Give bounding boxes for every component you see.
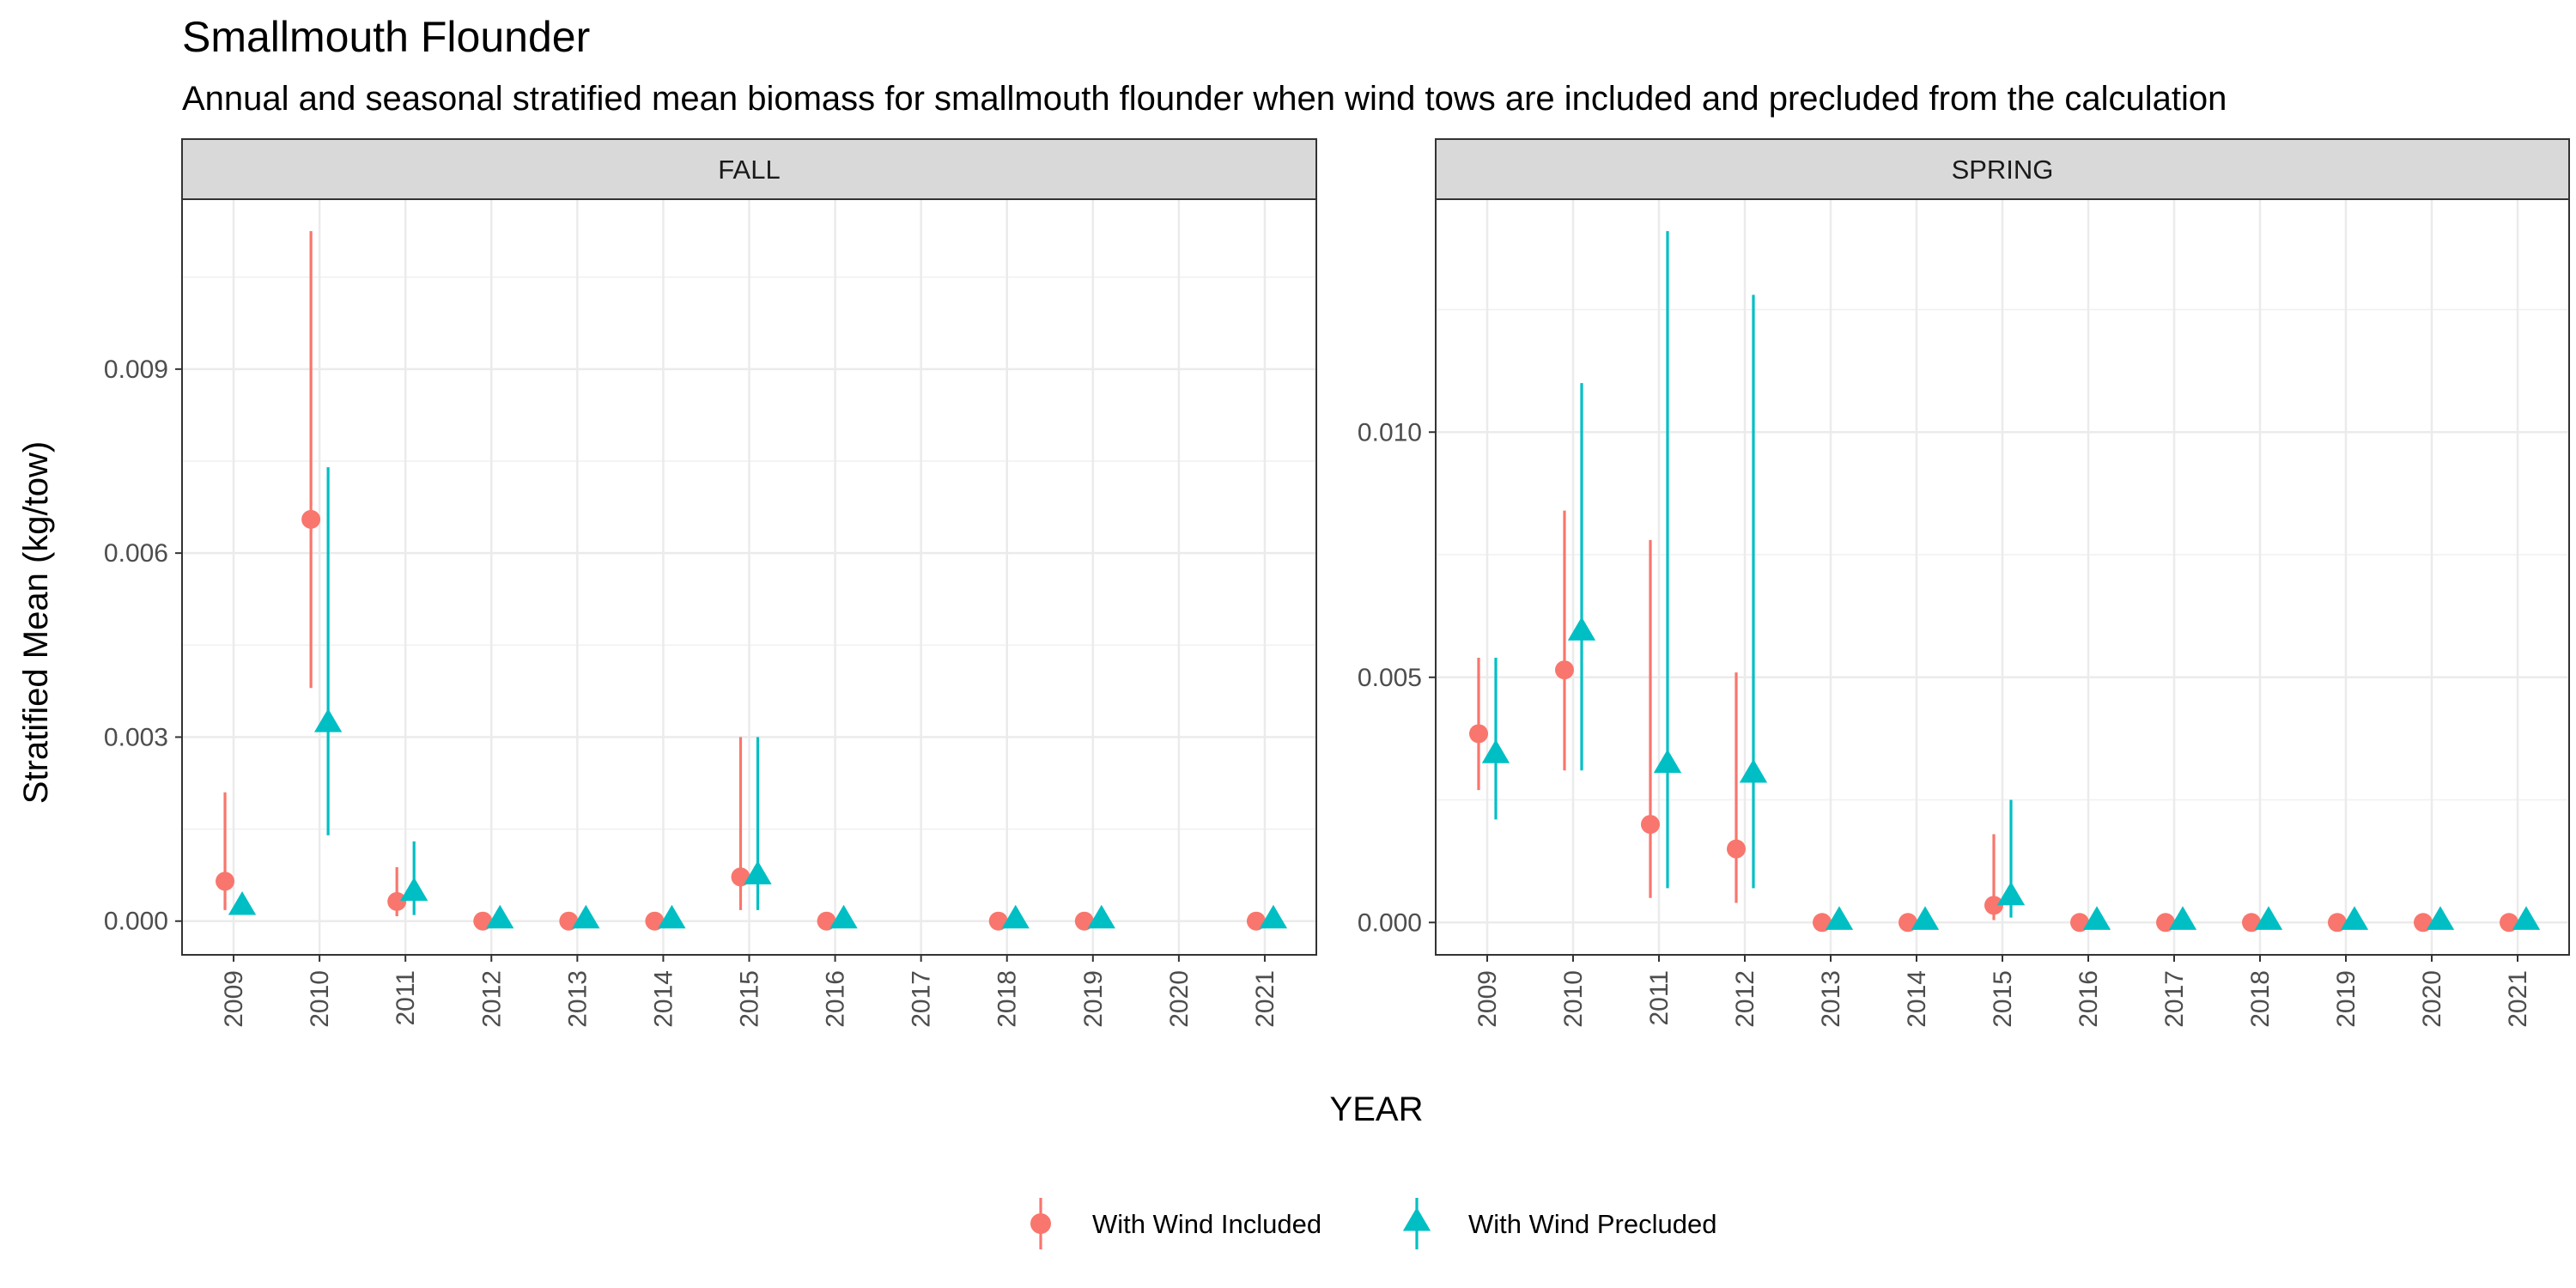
legend-entry-included: With Wind Included <box>1030 1198 1321 1249</box>
data-point-precluded <box>1087 904 1115 929</box>
data-point-included <box>817 911 836 931</box>
x-tick-label: 2016 <box>822 970 850 1028</box>
y-tick-label: 0.005 <box>1358 664 1422 692</box>
x-tick-label: 2017 <box>2160 970 2189 1028</box>
data-point-included <box>2500 913 2518 933</box>
x-tick-label: 2021 <box>2504 970 2532 1028</box>
panel-fall: FALL 0.000 0.003 0.006 0.009 2009 2010 2011 2012… <box>104 138 1317 1028</box>
chart-subtitle: Annual and seasonal stratified mean biom… <box>182 80 2227 118</box>
x-tick-label: 2013 <box>1817 970 1845 1028</box>
x-tick-label: 2021 <box>1251 970 1279 1028</box>
x-tick-label: 2013 <box>563 970 592 1028</box>
data-point-included <box>2414 913 2433 933</box>
data-point-included <box>731 867 750 887</box>
y-axis-title: Stratified Mean (kg/tow) <box>17 441 55 804</box>
x-tick-label: 2015 <box>1989 970 2017 1028</box>
data-point-precluded <box>1739 758 1768 783</box>
data-point-included <box>1813 913 1832 933</box>
y-tick-label: 0.010 <box>1358 418 1422 447</box>
x-tick-label: 2012 <box>477 970 506 1028</box>
legend-label: With Wind Precluded <box>1468 1209 1716 1239</box>
x-tick-label: 2020 <box>1165 970 1194 1028</box>
data-point-precluded <box>486 904 514 929</box>
x-tick-label: 2015 <box>736 970 764 1028</box>
y-tick-label: 0.000 <box>104 908 168 936</box>
data-point-precluded <box>1911 906 1940 930</box>
facet-strip <box>1435 138 2570 200</box>
data-point-included <box>2242 913 2261 933</box>
x-tick-label: 2018 <box>2246 970 2275 1028</box>
x-tick-label: 2012 <box>1731 970 1759 1028</box>
chart-title: Smallmouth Flounder <box>182 13 590 61</box>
x-tick-label: 2010 <box>306 970 334 1028</box>
data-point-included <box>387 891 407 911</box>
data-point-precluded <box>2168 906 2197 930</box>
y-tick-label: 0.000 <box>1358 908 1422 937</box>
x-tick-label: 2016 <box>2075 970 2103 1028</box>
data-point-included <box>473 911 493 931</box>
legend: With Wind Included With Wind Precluded <box>1030 1198 1716 1249</box>
y-tick-label: 0.006 <box>104 539 168 568</box>
data-point-included <box>559 911 579 931</box>
data-point-included <box>2328 913 2347 933</box>
legend-key-triangle <box>1402 1207 1431 1231</box>
facet-strip <box>181 138 1317 200</box>
data-point-precluded <box>1653 749 1682 774</box>
x-tick-label: 2011 <box>392 970 420 1026</box>
data-point-precluded <box>2512 906 2541 930</box>
data-point-included <box>1555 660 1574 680</box>
data-point-precluded <box>658 904 686 929</box>
x-tick-label: 2020 <box>2418 970 2446 1028</box>
data-point-included <box>645 911 665 931</box>
x-tick-label: 2011 <box>1645 970 1674 1026</box>
data-point-included <box>2156 913 2175 933</box>
data-point-precluded <box>2340 906 2369 930</box>
data-point-precluded <box>744 860 772 884</box>
legend-label: With Wind Included <box>1092 1209 1321 1239</box>
data-point-included <box>1246 911 1266 931</box>
data-point-included <box>1899 913 1917 933</box>
panel-spring: SPRING 0.000 0.005 0.010 2009 2010 2011 2012 201… <box>1358 138 2570 1028</box>
legend-entry-precluded: With Wind Precluded <box>1402 1198 1716 1249</box>
x-tick-label: 2017 <box>908 970 936 1028</box>
facet-label: FALL <box>718 155 780 185</box>
data-point-precluded <box>2426 906 2455 930</box>
x-tick-label: 2009 <box>1473 970 1502 1028</box>
data-point-included <box>216 872 235 891</box>
x-tick-label: 2010 <box>1559 970 1588 1028</box>
data-point-included <box>1469 724 1488 744</box>
x-axis-title: YEAR <box>1330 1091 1424 1128</box>
x-tick-label: 2014 <box>649 970 677 1028</box>
data-point-included <box>1727 839 1746 859</box>
data-point-included <box>301 509 321 529</box>
data-point-precluded <box>1001 904 1030 929</box>
facet-label: SPRING <box>1952 155 2054 185</box>
data-point-precluded <box>1481 739 1510 763</box>
data-point-included <box>1984 896 2003 915</box>
x-tick-label: 2019 <box>2332 970 2360 1028</box>
y-tick-label: 0.009 <box>104 355 168 384</box>
x-tick-label: 2019 <box>1079 970 1108 1028</box>
data-point-precluded <box>1259 904 1288 929</box>
data-point-included <box>988 911 1008 931</box>
data-point-precluded <box>1825 906 1854 930</box>
data-point-precluded <box>572 904 600 929</box>
data-point-precluded <box>1996 881 2026 906</box>
data-point-precluded <box>228 891 257 915</box>
data-point-included <box>1641 815 1660 835</box>
data-point-precluded <box>2254 906 2283 930</box>
data-point-precluded <box>313 708 343 732</box>
data-point-precluded <box>400 877 428 902</box>
data-point-included <box>1074 911 1094 931</box>
x-tick-label: 2014 <box>1903 970 1931 1028</box>
data-point-precluded <box>829 904 858 929</box>
legend-key-circle <box>1030 1213 1051 1234</box>
y-tick-label: 0.003 <box>104 723 168 751</box>
data-point-precluded <box>1567 617 1596 641</box>
x-tick-label: 2009 <box>220 970 248 1028</box>
data-point-included <box>2070 913 2089 933</box>
x-tick-label: 2018 <box>993 970 1022 1028</box>
data-point-precluded <box>2082 906 2111 930</box>
